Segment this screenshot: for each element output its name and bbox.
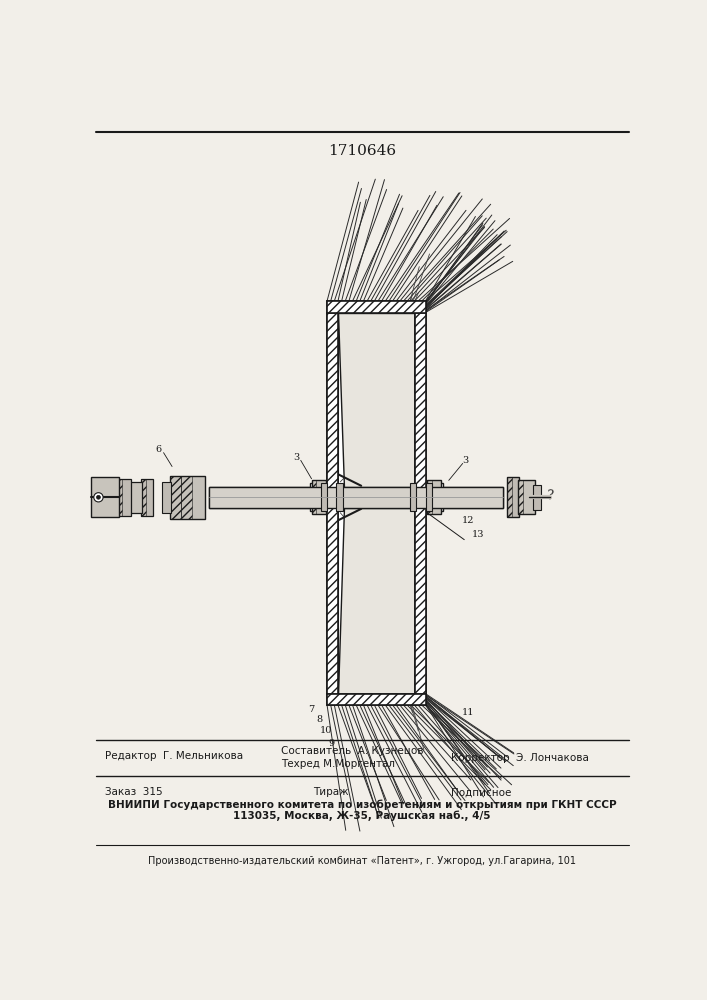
Bar bbox=[337, 483, 343, 511]
Text: 1710646: 1710646 bbox=[328, 144, 396, 158]
Bar bbox=[304, 488, 312, 507]
Bar bbox=[426, 483, 443, 511]
Text: Заказ  315: Заказ 315 bbox=[105, 787, 163, 797]
Polygon shape bbox=[338, 312, 414, 488]
Bar bbox=[209, 487, 503, 508]
Bar bbox=[182, 476, 192, 519]
Bar bbox=[327, 312, 338, 694]
Circle shape bbox=[97, 495, 100, 499]
Bar bbox=[117, 479, 122, 516]
Text: 9: 9 bbox=[328, 739, 334, 748]
Bar bbox=[427, 480, 432, 514]
Bar bbox=[327, 301, 426, 312]
Bar bbox=[507, 477, 519, 517]
Text: Подписное: Подписное bbox=[451, 787, 511, 797]
Text: 11: 11 bbox=[462, 708, 474, 717]
Circle shape bbox=[94, 493, 103, 502]
Bar bbox=[427, 480, 441, 514]
Bar bbox=[533, 485, 541, 510]
Bar bbox=[141, 479, 153, 516]
Text: 3: 3 bbox=[462, 456, 469, 465]
Text: 3: 3 bbox=[293, 453, 299, 462]
Text: Фиг. 2: Фиг. 2 bbox=[514, 480, 554, 502]
Bar bbox=[414, 312, 426, 694]
Bar bbox=[518, 480, 523, 514]
Bar bbox=[327, 694, 426, 705]
Bar bbox=[338, 312, 414, 694]
Text: 8: 8 bbox=[316, 715, 322, 724]
Bar bbox=[170, 476, 180, 519]
Text: Техред М.Моргентал: Техред М.Моргентал bbox=[281, 759, 395, 769]
Bar bbox=[129, 482, 142, 513]
Bar bbox=[414, 312, 426, 694]
Text: ВНИИПИ Государственного комитета по изобретениям и открытиям при ГКНТ СССР: ВНИИПИ Государственного комитета по изоб… bbox=[107, 799, 617, 810]
Polygon shape bbox=[338, 507, 414, 694]
Text: 12: 12 bbox=[462, 516, 474, 525]
Bar bbox=[310, 483, 327, 511]
Bar bbox=[327, 694, 426, 705]
Bar bbox=[170, 476, 204, 519]
Bar bbox=[162, 482, 171, 513]
Text: Тираж: Тираж bbox=[313, 787, 349, 797]
Text: 6: 6 bbox=[155, 445, 161, 454]
Text: 10: 10 bbox=[320, 726, 332, 735]
Bar bbox=[90, 477, 119, 517]
Text: Производственно-издательский комбинат «Патент», г. Ужгород, ул.Гагарина, 101: Производственно-издательский комбинат «П… bbox=[148, 856, 576, 866]
Bar bbox=[507, 477, 512, 517]
Bar bbox=[410, 483, 416, 511]
Bar bbox=[426, 483, 432, 511]
Bar bbox=[327, 301, 426, 312]
Bar bbox=[209, 487, 503, 508]
Bar bbox=[117, 479, 131, 516]
Text: Корректор  Э. Лончакова: Корректор Э. Лончакова bbox=[451, 753, 589, 763]
Text: Редактор  Г. Мельникова: Редактор Г. Мельникова bbox=[105, 751, 243, 761]
Bar bbox=[141, 479, 146, 516]
Bar bbox=[443, 488, 450, 507]
Text: 13: 13 bbox=[472, 530, 484, 539]
Text: Составитель  А. Кузнецов: Составитель А. Кузнецов bbox=[281, 746, 423, 756]
Bar bbox=[518, 480, 534, 514]
Bar bbox=[321, 483, 327, 511]
Bar bbox=[312, 480, 325, 514]
Bar bbox=[312, 480, 316, 514]
Text: 7: 7 bbox=[308, 705, 315, 714]
Bar bbox=[327, 312, 338, 694]
Text: 113035, Москва, Ж-35, Раушская наб., 4/5: 113035, Москва, Ж-35, Раушская наб., 4/5 bbox=[233, 811, 491, 821]
